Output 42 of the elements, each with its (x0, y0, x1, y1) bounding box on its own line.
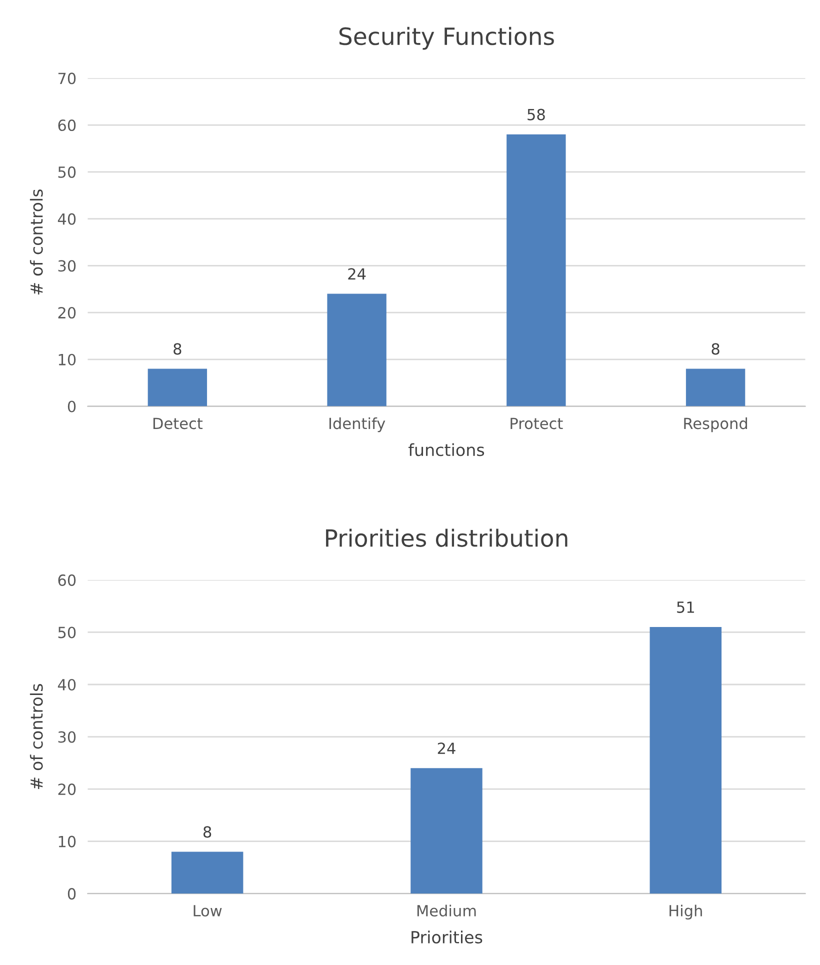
chart-title: Security Functions (339, 26, 554, 50)
y-tick-label: 20 (58, 306, 76, 319)
y-tick-label: 60 (58, 574, 76, 586)
y-tick-label: 50 (58, 626, 76, 638)
bar (686, 368, 746, 406)
bar (171, 852, 244, 894)
x-tick-label: Low (194, 905, 222, 917)
bar (506, 134, 566, 406)
y-tick-label: 40 (58, 213, 76, 225)
y-tick-label: 30 (58, 731, 76, 743)
x-tick-label: Protect (510, 418, 563, 430)
data-label: 8 (204, 826, 212, 838)
data-label: 8 (712, 343, 720, 355)
x-tick-label: Respond (684, 417, 748, 432)
y-tick-label: 0 (68, 888, 76, 900)
data-label: 51 (677, 602, 694, 613)
data-label: 58 (528, 108, 545, 120)
data-label: 24 (348, 268, 366, 280)
y-tick-label: 0 (68, 400, 76, 412)
data-label: 24 (438, 742, 456, 754)
y-axis-title: # of controls (30, 189, 43, 294)
bar (148, 368, 208, 406)
x-tick-label: Identify (329, 417, 386, 432)
bar (410, 768, 482, 894)
bar (650, 627, 722, 894)
y-tick-label: 10 (58, 354, 76, 366)
y-tick-label: 10 (58, 836, 76, 848)
y-tick-label: 20 (58, 784, 76, 796)
x-axis-title: functions (408, 443, 484, 456)
y-tick-label: 30 (58, 260, 76, 272)
x-tick-label: Detect (153, 418, 203, 430)
y-tick-label: 50 (58, 166, 76, 178)
y-tick-label: 40 (58, 678, 76, 691)
y-axis-title: # of controls (30, 684, 43, 790)
y-tick-label: 70 (58, 72, 76, 84)
x-tick-label: Medium (417, 904, 476, 917)
bar (327, 294, 386, 406)
y-tick-label: 60 (58, 120, 76, 132)
chart-title: Priorities distribution (326, 528, 568, 547)
x-axis-title: Priorities (412, 930, 482, 944)
x-tick-label: High (670, 904, 702, 920)
data-label: 8 (174, 343, 182, 355)
